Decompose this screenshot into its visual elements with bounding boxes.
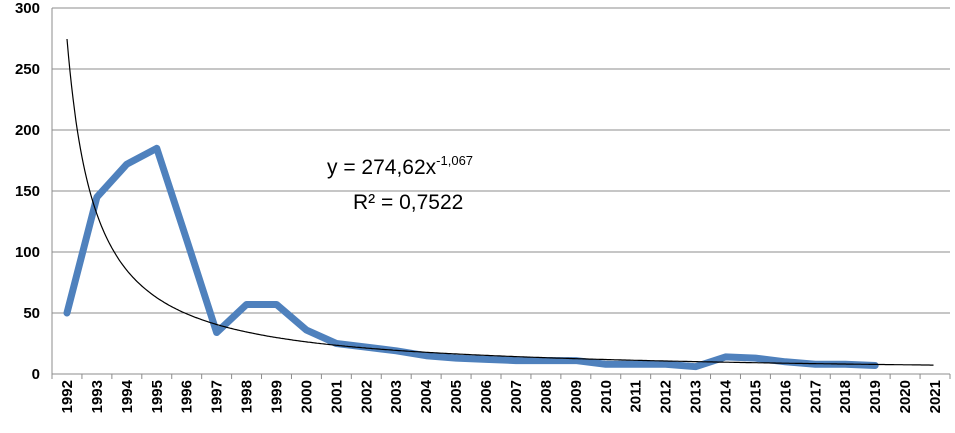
x-tick-label: 1996 — [179, 380, 196, 413]
x-tick-label: 1999 — [269, 380, 286, 413]
x-tick-label: 2008 — [538, 380, 555, 413]
x-tick-label: 2018 — [837, 380, 854, 413]
x-tick-label: 2010 — [598, 380, 615, 413]
x-tick-label: 2007 — [508, 380, 525, 413]
trendline-equation: y = 274,62x-1,067 — [327, 153, 473, 179]
series-group — [63, 38, 934, 371]
power-trendline — [66, 38, 934, 366]
x-tick-label: 2000 — [298, 380, 315, 413]
x-tick-label: 1998 — [239, 380, 256, 413]
x-tick-label: 2015 — [747, 380, 764, 413]
x-tick-label: 2004 — [418, 379, 435, 413]
x-tick-label: 2003 — [388, 380, 405, 413]
x-tick-label: 2001 — [328, 380, 345, 413]
data-series-line — [63, 144, 879, 371]
x-tick-label: 2020 — [897, 380, 914, 413]
y-tick-label: 150 — [15, 183, 40, 200]
x-tick-label: 2002 — [358, 380, 375, 413]
x-tick-label: 2005 — [448, 380, 465, 413]
x-tick-label: 2017 — [807, 380, 824, 413]
y-tick-label: 0 — [32, 366, 40, 383]
x-tick-label: 2019 — [867, 380, 884, 413]
x-tick-label: 1997 — [209, 380, 226, 413]
y-tick-label: 100 — [15, 244, 40, 261]
x-axis: 1992 1993 1994 1995 1996 1997 1998 1999 2000 2001… — [51, 373, 951, 413]
y-axis: 0 50 100 150 200 250 300 — [15, 0, 53, 383]
x-tick-label: 2011 — [628, 380, 645, 413]
y-tick-label: 50 — [23, 305, 40, 322]
gridlines — [52, 7, 950, 375]
y-tick-label: 200 — [15, 122, 40, 139]
x-tick-label: 2013 — [688, 380, 705, 413]
x-tick-label: 1995 — [149, 380, 166, 413]
x-tick-label: 2009 — [568, 380, 585, 413]
x-tick-label: 2012 — [658, 380, 675, 413]
x-tick-label: 1993 — [89, 380, 106, 413]
x-tick-label: 2021 — [927, 380, 944, 413]
x-tick-label: 2016 — [777, 380, 794, 413]
x-tick-label: 1992 — [59, 380, 76, 413]
r-squared-label: R² = 0,7522 — [353, 191, 463, 214]
x-tick-label: 2014 — [718, 379, 735, 413]
x-tick-label: 1994 — [119, 379, 136, 413]
x-tick-label: 2006 — [478, 380, 495, 413]
y-tick-label: 300 — [15, 0, 40, 17]
y-tick-label: 250 — [15, 61, 40, 78]
